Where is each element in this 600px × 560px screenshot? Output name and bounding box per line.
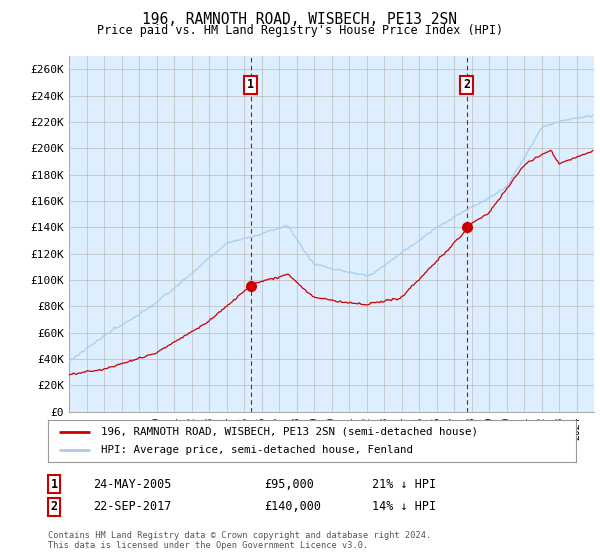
Text: 21% ↓ HPI: 21% ↓ HPI bbox=[372, 478, 436, 491]
Text: Contains HM Land Registry data © Crown copyright and database right 2024.
This d: Contains HM Land Registry data © Crown c… bbox=[48, 531, 431, 550]
Text: 2: 2 bbox=[463, 78, 470, 91]
Text: HPI: Average price, semi-detached house, Fenland: HPI: Average price, semi-detached house,… bbox=[101, 445, 413, 455]
Text: 1: 1 bbox=[50, 478, 58, 491]
Text: 14% ↓ HPI: 14% ↓ HPI bbox=[372, 500, 436, 514]
Text: 22-SEP-2017: 22-SEP-2017 bbox=[93, 500, 172, 514]
Text: 196, RAMNOTH ROAD, WISBECH, PE13 2SN (semi-detached house): 196, RAMNOTH ROAD, WISBECH, PE13 2SN (se… bbox=[101, 427, 478, 437]
Text: £140,000: £140,000 bbox=[264, 500, 321, 514]
Text: 1: 1 bbox=[247, 78, 254, 91]
Text: £95,000: £95,000 bbox=[264, 478, 314, 491]
Text: Price paid vs. HM Land Registry's House Price Index (HPI): Price paid vs. HM Land Registry's House … bbox=[97, 24, 503, 36]
Text: 2: 2 bbox=[50, 500, 58, 514]
Text: 196, RAMNOTH ROAD, WISBECH, PE13 2SN: 196, RAMNOTH ROAD, WISBECH, PE13 2SN bbox=[143, 12, 458, 27]
Text: 24-MAY-2005: 24-MAY-2005 bbox=[93, 478, 172, 491]
